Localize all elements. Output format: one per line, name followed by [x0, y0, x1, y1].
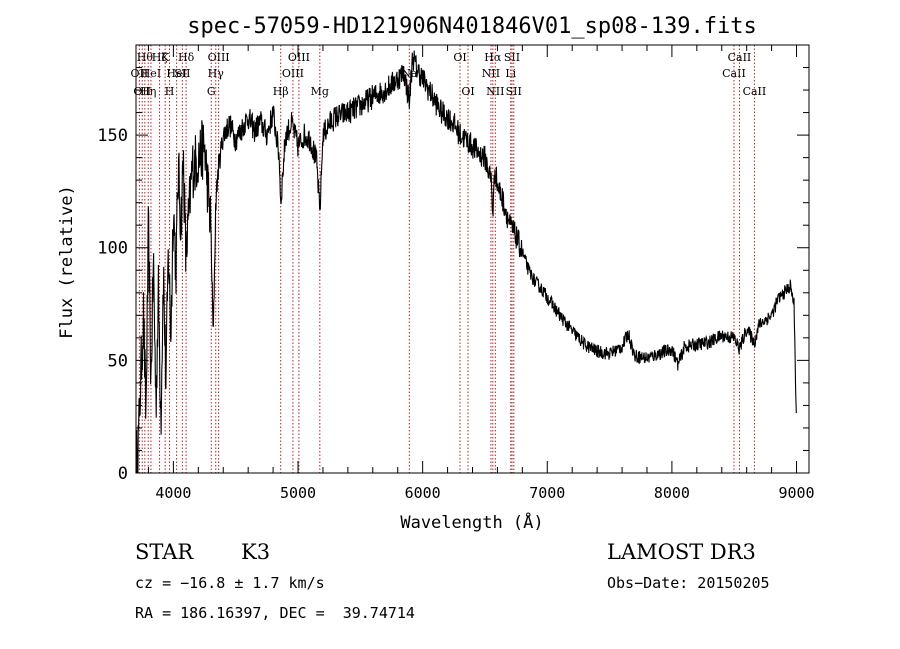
line-marker-label-14: Hβ: [273, 85, 289, 98]
line-marker-label-15: OIII: [282, 67, 304, 80]
line-marker-label-16: OIII: [288, 51, 310, 64]
x-tick-label-8000: 8000: [654, 484, 690, 502]
line-marker-label-29: CaII: [743, 85, 767, 98]
spectrum-chart: spec-57059-HD121906N401846V01_sp08-139.f…: [57, 14, 815, 533]
line-marker-label-26: SII: [506, 85, 522, 98]
y-tick-label-100: 100: [97, 239, 128, 259]
x-tick-label-5000: 5000: [280, 484, 316, 502]
object-class: STAR: [135, 540, 194, 564]
line-marker-label-21: NII: [482, 67, 500, 80]
y-tick-label-0: 0: [118, 464, 128, 484]
line-marker-label-11: G: [207, 85, 216, 98]
y-tick-label-50: 50: [108, 351, 128, 371]
line-marker-label-19: OI: [453, 51, 466, 64]
x-tick-label-9000: 9000: [778, 484, 814, 502]
line-marker-label-6: K: [161, 51, 170, 64]
line-marker-label-22: Hα: [484, 51, 502, 64]
line-marker-label-27: CaII: [722, 67, 746, 80]
line-marker-label-17: Mg: [311, 85, 329, 98]
y-tick-label-150: 150: [97, 126, 128, 146]
spectrum-line: [135, 50, 797, 474]
line-marker-label-8: HeI: [166, 67, 186, 80]
line-marker-label-20: OI: [461, 85, 474, 98]
axis-ticks: 4000 5000 6000 7000 8000 9000 0 50 100 150: [97, 45, 815, 502]
line-marker-label-4: HeI: [141, 67, 161, 80]
line-marker-label-28: CaII: [728, 51, 752, 64]
line-marker-label-1: OII: [133, 85, 151, 98]
line-marker-label-25: SII: [504, 51, 520, 64]
survey-name: LAMOST DR3: [607, 540, 756, 564]
plot-frame: [135, 44, 810, 474]
line-marker-label-2: Hθ: [137, 51, 154, 64]
x-axis-label: Wavelength (Å): [400, 511, 543, 533]
x-tick-label-7000: 7000: [529, 484, 565, 502]
redshift-cz: cz = −16.8 ± 1.7 km/s: [135, 574, 325, 592]
y-axis-label: Flux (relative): [57, 185, 77, 339]
line-marker-label-12: Hγ: [208, 67, 225, 80]
coordinates: RA = 186.16397, DEC = 39.74714: [135, 604, 415, 622]
line-marker-label-10: Hδ: [178, 51, 195, 64]
line-marker-label-24: Li: [505, 67, 516, 80]
line-marker-label-9: SII: [174, 67, 190, 80]
line-marker-label-3: Hη: [140, 85, 156, 98]
line-marker-label-13: OIII: [208, 51, 230, 64]
line-marker-label-23: NII: [486, 85, 504, 98]
line-markers: OIIOIIHθHηHeIHζKHHeISIIHδGHγOIIIHβOIIIOI…: [131, 45, 767, 473]
line-marker-label-0: OII: [131, 67, 149, 80]
observation-date: Obs−Date: 20150205: [607, 574, 770, 592]
line-marker-label-5: Hζ: [152, 51, 168, 64]
x-tick-label-4000: 4000: [155, 484, 191, 502]
line-marker-label-7: H: [165, 85, 175, 98]
chart-title: spec-57059-HD121906N401846V01_sp08-139.f…: [187, 14, 757, 39]
x-tick-label-6000: 6000: [405, 484, 441, 502]
object-subclass: K3: [241, 540, 271, 564]
